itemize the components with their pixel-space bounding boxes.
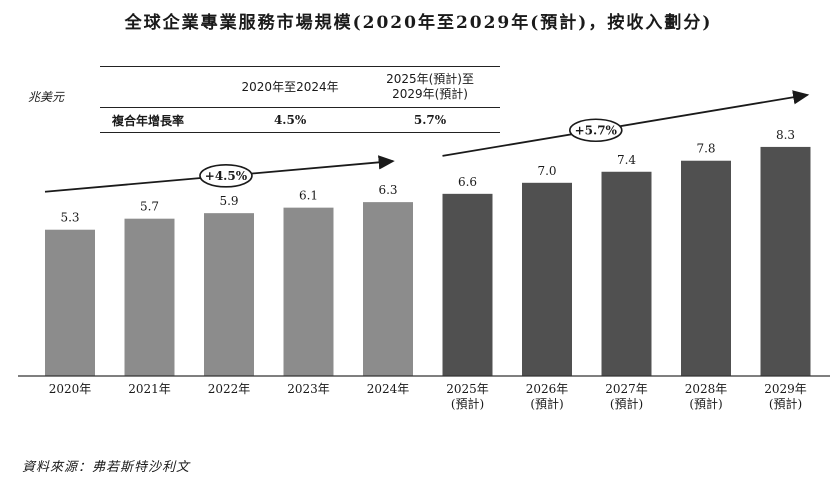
bar-2025年 <box>442 193 493 376</box>
x-tick-label: 2029年 <box>764 382 807 396</box>
x-tick-sublabel: (預計) <box>451 396 484 411</box>
bar-value-label: 6.3 <box>378 183 397 197</box>
cagr-table: 2020年至2024年 2025年(預計)至 2029年(預計) 複合年增長率 4… <box>100 66 500 133</box>
bar-2023年 <box>283 207 334 376</box>
bar-value-label: 5.7 <box>140 200 159 214</box>
bar-2026年 <box>522 182 572 376</box>
x-tick-label: 2021年 <box>128 382 171 396</box>
growth-rate-label: +4.5% <box>205 169 248 183</box>
cagr-header-2025-2029: 2025年(預計)至 2029年(預計) <box>360 66 500 108</box>
bar-value-label: 6.1 <box>299 189 318 203</box>
cagr-value-2025-2029: 5.7% <box>360 107 500 133</box>
bar-value-label: 5.9 <box>219 194 238 208</box>
x-tick-label: 2027年 <box>605 382 648 396</box>
cagr-header-2025-2029-text: 2025年(預計)至 2029年(預計) <box>386 72 474 101</box>
cagr-header-2020-2024: 2020年至2024年 <box>220 66 361 108</box>
bar-2027年 <box>601 171 652 376</box>
growth-arrow <box>442 90 810 157</box>
cagr-table-header-row: 2020年至2024年 2025年(預計)至 2029年(預計) <box>100 66 500 108</box>
growth-rate-label: +5.7% <box>575 123 618 137</box>
bar-value-label: 5.3 <box>60 211 79 225</box>
bar-value-label: 8.3 <box>776 128 795 142</box>
chart-title: 全球企業專業服務市場規模(2020年至2029年(預計)，按收入劃分) <box>124 13 713 33</box>
bar-2021年 <box>124 218 175 376</box>
x-tick-label: 2028年 <box>685 382 728 396</box>
bar-value-label: 6.6 <box>458 175 477 189</box>
y-axis-unit-label: 兆美元 <box>28 90 65 104</box>
x-tick-sublabel: (預計) <box>610 396 643 411</box>
x-tick-label: 2026年 <box>526 382 569 396</box>
cagr-table-row: 複合年增長率 4.5% 5.7% <box>100 107 500 133</box>
bar-2029年 <box>760 146 811 376</box>
growth-rate-ellipse <box>199 164 253 188</box>
x-tick-sublabel: (預計) <box>769 396 802 411</box>
bar-value-label: 7.8 <box>696 142 715 156</box>
bar-2022年 <box>204 213 254 376</box>
cagr-row-label: 複合年增長率 <box>100 107 221 133</box>
x-tick-label: 2022年 <box>208 382 251 396</box>
x-tick-sublabel: (預計) <box>530 396 563 411</box>
bar-value-label: 7.4 <box>617 153 636 167</box>
x-tick-label: 2025年 <box>446 382 489 396</box>
bar-2028年 <box>681 160 731 376</box>
bar-2020年 <box>45 229 95 376</box>
growth-rate-ellipse <box>568 118 623 143</box>
x-tick-sublabel: (預計) <box>689 396 722 411</box>
x-tick-label: 2020年 <box>49 382 92 396</box>
cagr-table-corner <box>100 66 221 108</box>
cagr-value-2020-2024: 4.5% <box>220 107 361 133</box>
bar-value-label: 7.0 <box>537 164 556 178</box>
bar-2024年 <box>363 202 413 376</box>
x-tick-label: 2024年 <box>367 382 410 396</box>
source-note: 資料來源：弗若斯特沙利文 <box>22 460 191 475</box>
x-tick-label: 2023年 <box>287 382 330 396</box>
